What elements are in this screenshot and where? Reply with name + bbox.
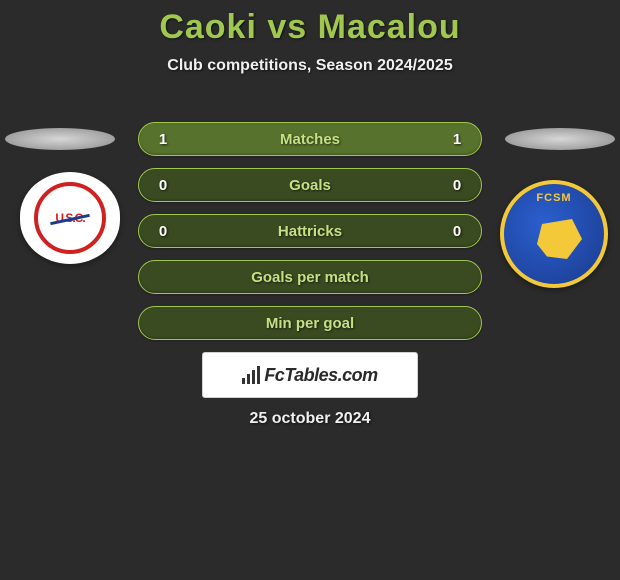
subtitle: Club competitions, Season 2024/2025 bbox=[0, 57, 620, 75]
page-title: Caoki vs Macalou bbox=[0, 0, 620, 47]
stat-row: 0Goals0 bbox=[138, 168, 482, 202]
stat-left-value: 0 bbox=[153, 177, 173, 194]
stat-row: Min per goal bbox=[138, 306, 482, 340]
left-club-logo: U.S.C. bbox=[20, 172, 120, 264]
stat-right-value: 1 bbox=[447, 131, 467, 148]
stat-right-value: 0 bbox=[447, 223, 467, 240]
stat-row: Goals per match bbox=[138, 260, 482, 294]
stat-left-value: 1 bbox=[153, 131, 173, 148]
stat-label: Goals per match bbox=[173, 269, 447, 286]
stat-right-value: 0 bbox=[447, 177, 467, 194]
right-player-shadow bbox=[505, 128, 615, 150]
lion-icon bbox=[532, 214, 582, 264]
stat-row: 1Matches1 bbox=[138, 122, 482, 156]
stat-label: Hattricks bbox=[173, 223, 447, 240]
stat-label: Matches bbox=[173, 131, 447, 148]
bar-chart-icon bbox=[242, 366, 260, 384]
left-player-shadow bbox=[5, 128, 115, 150]
right-club-logo: FCSM bbox=[500, 180, 608, 288]
stat-row: 0Hattricks0 bbox=[138, 214, 482, 248]
date-label: 25 october 2024 bbox=[0, 410, 620, 428]
brand-text: FcTables.com bbox=[264, 365, 377, 386]
stat-left-value: 0 bbox=[153, 223, 173, 240]
right-club-acronym: FCSM bbox=[504, 192, 604, 204]
brand-watermark: FcTables.com bbox=[202, 352, 418, 398]
left-club-emblem: U.S.C. bbox=[34, 182, 106, 254]
stat-label: Goals bbox=[173, 177, 447, 194]
right-club-emblem: FCSM bbox=[500, 180, 608, 288]
stats-panel: 1Matches10Goals00Hattricks0Goals per mat… bbox=[138, 122, 482, 352]
stat-label: Min per goal bbox=[173, 315, 447, 332]
